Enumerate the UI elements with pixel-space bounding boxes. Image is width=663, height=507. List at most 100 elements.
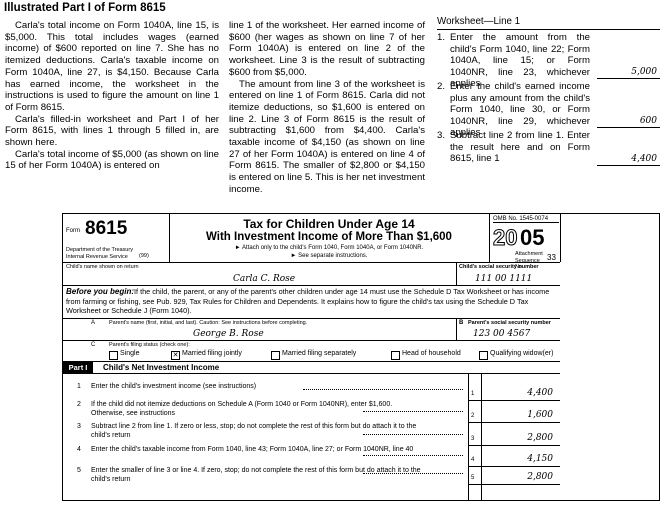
line-number: 3 — [77, 423, 81, 430]
worksheet-items: 1. Enter the amount from the child's Form… — [437, 32, 660, 166]
year-b: 05 — [520, 225, 545, 250]
hline — [63, 318, 560, 319]
irs-code: (99) — [139, 253, 149, 259]
b-letter: B — [459, 320, 464, 326]
amount: 4,150 — [527, 454, 553, 464]
parent-ssn-label: Parent's social security number — [468, 320, 551, 326]
vline — [456, 318, 457, 340]
hline — [468, 484, 560, 485]
status-option: Head of household — [402, 350, 461, 357]
paragraph: Carla's total income of $5,000 (as shown… — [5, 148, 219, 172]
worksheet-row: 2. Enter the child's earned income plus a… — [437, 81, 660, 138]
vline — [456, 262, 457, 285]
text-column: Carla's total income on Form 1040A, line… — [5, 20, 219, 172]
amount: 4,400 — [527, 388, 553, 398]
box-number: 3 — [471, 436, 475, 442]
paragraph: line 1 of the worksheet. Her earned inco… — [229, 20, 425, 78]
child-name: Carla C. Rose — [233, 274, 296, 284]
instructions-note: ► See separate instructions. — [290, 253, 368, 259]
status-option: Married filing separately — [282, 350, 357, 357]
form-title: Tax for Children Under Age 14 — [243, 217, 415, 231]
status-label: Parent's filing status (check one): — [109, 342, 190, 348]
worksheet: Worksheet—Line 1 1. Enter the amount from… — [437, 16, 660, 166]
status-option: Married filing jointly — [182, 350, 242, 357]
item-number: 3. — [437, 130, 446, 141]
child-ssn: 111 00 1111 — [475, 274, 533, 284]
hline — [63, 340, 560, 341]
attach-note: ► Attach only to the child's Form 1040, … — [234, 245, 424, 251]
hline — [63, 361, 560, 362]
worksheet-row: 3. Subtract line 2 from line 1. Enter the… — [437, 130, 660, 166]
item-number: 1. — [437, 32, 446, 43]
page-title: Illustrated Part I of Form 8615 — [4, 2, 166, 14]
item-text: Subtract line 2 from line 1. Enter the r… — [450, 130, 590, 164]
item-amount: 5,000 — [597, 67, 660, 79]
line-text: Enter the child's investment income (see… — [91, 383, 257, 390]
year-a: 20 — [492, 225, 518, 251]
child-ssn-label: Child's social security number — [459, 264, 539, 270]
item-text: Enter the child's earned income plus any… — [450, 81, 590, 138]
checkbox — [271, 351, 280, 360]
parent-ssn: 123 00 4567 — [473, 329, 531, 339]
department: Department of the Treasury Internal Reve… — [66, 247, 133, 260]
form-number: 8615 — [85, 218, 128, 239]
sequence: 33 — [547, 253, 556, 262]
hline — [468, 466, 560, 467]
box-number: 2 — [471, 413, 475, 419]
form-label: Form — [66, 228, 80, 234]
box-number: 5 — [471, 475, 475, 481]
line-number: 4 — [77, 446, 81, 453]
item-number: 2. — [437, 81, 446, 92]
amount: 2,800 — [527, 433, 553, 443]
text-column: line 1 of the worksheet. Her earned inco… — [229, 20, 425, 196]
hline — [63, 262, 560, 263]
vline — [169, 214, 170, 262]
paragraph: Carla's filled-in worksheet and Part I o… — [5, 113, 219, 149]
parent-name: George B. Rose — [193, 329, 264, 339]
hline — [63, 373, 560, 374]
child-name-label: Child's name shown on return — [66, 264, 139, 270]
leader-dots — [303, 389, 463, 390]
line-number: 5 — [77, 467, 81, 474]
leader-dots — [363, 455, 463, 456]
amount: 2,800 — [527, 472, 553, 482]
before-text: If the child, the parent, or any of the … — [66, 287, 550, 315]
hline — [63, 285, 560, 286]
leader-dots — [363, 411, 463, 412]
hline — [468, 400, 560, 401]
vline — [489, 214, 490, 262]
vline — [560, 214, 561, 262]
status-option: Qualifying widow(er) — [490, 350, 554, 357]
paragraph: The amount from line 3 of the worksheet … — [229, 78, 425, 195]
item-amount: 600 — [597, 116, 660, 128]
vline — [468, 373, 469, 500]
parent-name-label: Parent's name (first, initial, and last)… — [109, 320, 308, 326]
worksheet-title: Worksheet—Line 1 — [437, 16, 660, 30]
hline — [468, 422, 560, 423]
hline — [468, 445, 560, 446]
checkbox — [479, 351, 488, 360]
box-number: 4 — [471, 457, 475, 463]
part-label: Part I — [63, 362, 93, 373]
leader-dots — [363, 473, 463, 474]
a-letter: A — [91, 320, 96, 326]
attachment: Attachment Sequence No. — [515, 251, 543, 270]
checkbox: ✕ — [171, 351, 180, 360]
checkbox — [391, 351, 400, 360]
line-text: If the child did not itemize deductions … — [91, 401, 393, 417]
before-label: Before you begin: — [66, 287, 135, 296]
line-text: Enter the child's taxable income from Fo… — [91, 446, 414, 453]
amount: 1,600 — [527, 410, 553, 420]
status-option: Single — [120, 350, 140, 357]
worksheet-row: 1. Enter the amount from the child's Form… — [437, 32, 660, 89]
paragraph: Carla's total income on Form 1040A, line… — [5, 20, 219, 113]
vline — [481, 373, 482, 500]
box-number: 1 — [471, 391, 475, 397]
line-number: 2 — [77, 401, 81, 408]
omb: OMB No. 1545-0074 — [493, 216, 559, 223]
part-title: Child's Net Investment Income — [103, 363, 220, 372]
line-text: Subtract line 2 from line 1. If zero or … — [91, 423, 417, 439]
form-subtitle: With Investment Income of More Than $1,6… — [206, 231, 452, 243]
line-text: Enter the smaller of line 3 or line 4. I… — [91, 467, 421, 483]
